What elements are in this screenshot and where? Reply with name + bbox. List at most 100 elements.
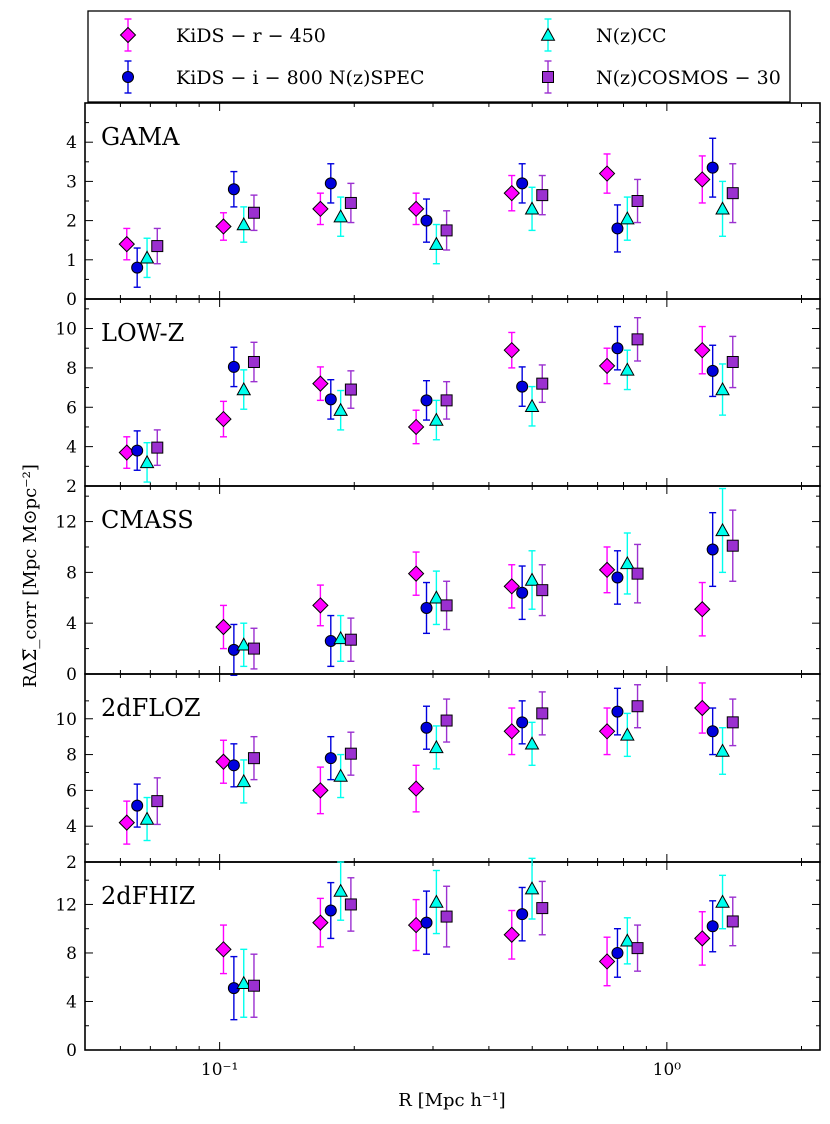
data-point-cosmos — [536, 707, 549, 720]
panel-frame — [84, 861, 821, 1051]
data-point-cosmos — [726, 355, 739, 368]
panel-2dfhiz: 0 4 8 12 2dFHIZ — [55, 857, 821, 1061]
data-point-cc — [333, 883, 349, 897]
y-tick-label: 2 — [66, 212, 77, 232]
data-point-cosmos — [536, 584, 549, 597]
data-point-cc — [333, 209, 349, 223]
legend: KiDS − r − 450 KiDS − i − 800 N(z)SPEC N(z… — [87, 10, 791, 103]
data-point-r450 — [215, 218, 232, 235]
data-point-r450 — [694, 601, 711, 618]
panel-low-z: 2 4 6 8 10 LOW-Z — [55, 298, 821, 497]
data-point-cosmos — [726, 539, 739, 552]
data-point-i800 — [611, 222, 624, 235]
panel-gama: 0 1 2 3 4 GAMA — [66, 102, 821, 310]
data-point-cc — [715, 743, 730, 757]
y-tick-label: 10 — [55, 710, 77, 730]
data-point-cosmos — [344, 633, 357, 646]
data-point-r450 — [215, 941, 232, 958]
data-point-cc — [236, 216, 252, 231]
legend-label-i800: KiDS − i − 800 N(z)SPEC — [176, 67, 425, 89]
data-point-cosmos — [440, 394, 453, 407]
data-point-cc — [429, 739, 444, 754]
x-tick-label: 10⁻¹ — [201, 1060, 238, 1080]
data-point-r450 — [598, 561, 616, 579]
data-point-cc — [524, 736, 540, 750]
data-point-cc — [333, 768, 349, 782]
data-point-cosmos — [536, 902, 549, 915]
data-point-r450 — [215, 618, 232, 636]
data-point-i800 — [420, 214, 433, 227]
data-point-cc — [524, 398, 540, 412]
data-point-cosmos — [247, 752, 260, 765]
y-tick-label: 4 — [66, 817, 77, 837]
data-point-i800 — [516, 908, 529, 921]
data-point-r450 — [598, 165, 616, 182]
data-point-i800 — [420, 601, 433, 614]
data-point-i800 — [706, 725, 719, 738]
panel-label: CMASS — [101, 506, 194, 534]
data-point-cc — [139, 811, 155, 825]
data-point-r450 — [312, 200, 329, 218]
data-point-cc — [524, 572, 540, 586]
data-point-i800 — [611, 342, 624, 355]
data-point-r450 — [407, 200, 425, 218]
data-point-i800 — [131, 444, 144, 457]
data-point-cosmos — [151, 441, 164, 454]
data-point-cc — [429, 590, 444, 604]
y-tick-label: 8 — [66, 746, 77, 766]
data-point-cc — [715, 522, 730, 537]
data-point-cosmos — [344, 383, 357, 396]
data-point-cc — [236, 975, 252, 989]
data-point-i800 — [324, 904, 337, 917]
data-point-r450 — [407, 780, 425, 797]
data-point-cosmos — [151, 240, 164, 253]
data-point-r450 — [694, 930, 711, 947]
data-point-cosmos — [631, 333, 644, 346]
data-point-i800 — [420, 394, 433, 407]
data-point-cosmos — [631, 942, 644, 955]
data-point-cc — [139, 454, 155, 469]
data-point-cosmos — [631, 567, 644, 580]
data-point-cc — [619, 727, 635, 741]
data-point-i800 — [611, 571, 624, 584]
y-tick-label: 6 — [66, 398, 77, 418]
data-point-cosmos — [344, 196, 357, 209]
y-tick-label: 4 — [66, 614, 77, 634]
data-point-r450 — [694, 699, 711, 717]
y-tick-label: 10 — [55, 320, 77, 340]
data-point-cc — [524, 201, 540, 215]
data-point-r450 — [598, 357, 616, 375]
data-point-r450 — [503, 723, 520, 740]
panel-frame — [84, 485, 821, 675]
legend-frame — [87, 10, 791, 103]
y-axis-label: RΔΣ̅_corr [Mpc M⊙pc⁻²] — [20, 464, 41, 688]
panel-label: 2dFLOZ — [101, 694, 201, 722]
legend-marker-i800 — [122, 71, 134, 83]
data-point-i800 — [706, 920, 719, 933]
data-point-r450 — [407, 418, 425, 436]
data-point-i800 — [706, 364, 719, 377]
data-point-cc — [333, 402, 349, 416]
data-point-r450 — [503, 578, 520, 595]
y-tick-label: 0 — [66, 665, 77, 685]
data-point-i800 — [131, 261, 144, 274]
data-point-r450 — [503, 926, 520, 943]
x-axis-label: R [Mpc h⁻¹] — [398, 1090, 505, 1111]
data-point-i800 — [516, 586, 529, 599]
legend-label-cc: N(z)CC — [596, 25, 667, 47]
data-point-cosmos — [440, 599, 453, 612]
data-point-r450 — [312, 597, 329, 614]
legend-marker-r450 — [119, 26, 137, 44]
data-point-cc — [429, 236, 444, 250]
data-point-cc — [619, 211, 635, 225]
data-point-r450 — [312, 782, 329, 799]
y-tick-label: 0 — [66, 290, 77, 310]
y-tick-label: 1 — [66, 251, 77, 271]
legend-marker-cc — [540, 27, 556, 41]
legend-label-r450: KiDS − r − 450 — [176, 25, 326, 47]
data-point-cc — [429, 412, 444, 426]
data-point-cosmos — [440, 910, 453, 923]
y-tick-label: 8 — [66, 359, 77, 379]
data-point-cosmos — [726, 915, 739, 928]
